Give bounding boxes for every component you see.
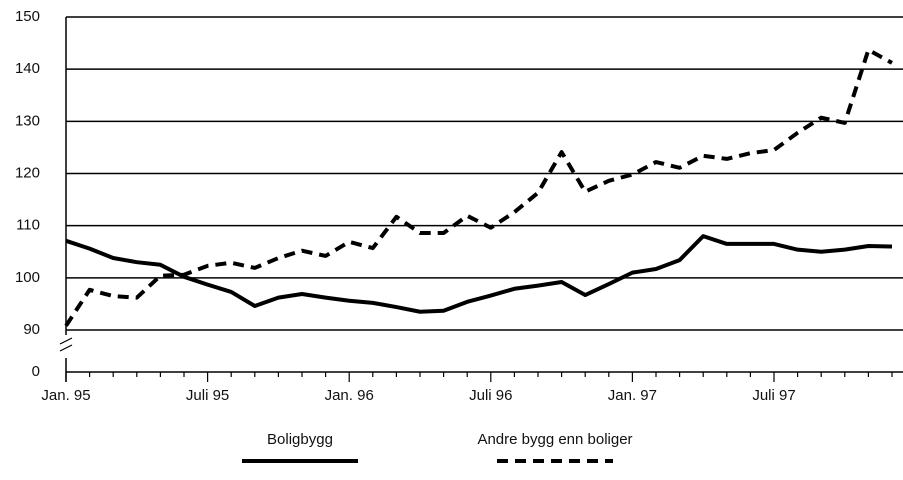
- y-tick-label: 0: [32, 363, 40, 380]
- y-tick-label: 110: [16, 217, 40, 234]
- y-tick-label: 120: [15, 164, 40, 181]
- x-tick-label: Jan. 95: [41, 387, 90, 404]
- x-tick-label: Jan. 96: [325, 387, 374, 404]
- y-tick-label: 150: [15, 8, 40, 25]
- x-tick-label: Juli 97: [752, 387, 795, 404]
- y-tick-label: 140: [15, 60, 40, 77]
- legend-label: Boligbygg: [267, 431, 333, 448]
- x-tick-label: Jan. 97: [608, 387, 657, 404]
- y-tick-label: 100: [15, 269, 40, 286]
- x-tick-label: Juli 95: [186, 387, 229, 404]
- axis-break: [59, 337, 73, 345]
- axis-break: [59, 344, 73, 352]
- legend-label: Andre bygg enn boliger: [477, 431, 632, 448]
- line-series: [64, 47, 893, 327]
- y-tick-label: 90: [23, 321, 40, 338]
- y-tick-label: 130: [15, 112, 40, 129]
- line-series: [65, 234, 893, 314]
- x-tick-label: Juli 96: [469, 387, 512, 404]
